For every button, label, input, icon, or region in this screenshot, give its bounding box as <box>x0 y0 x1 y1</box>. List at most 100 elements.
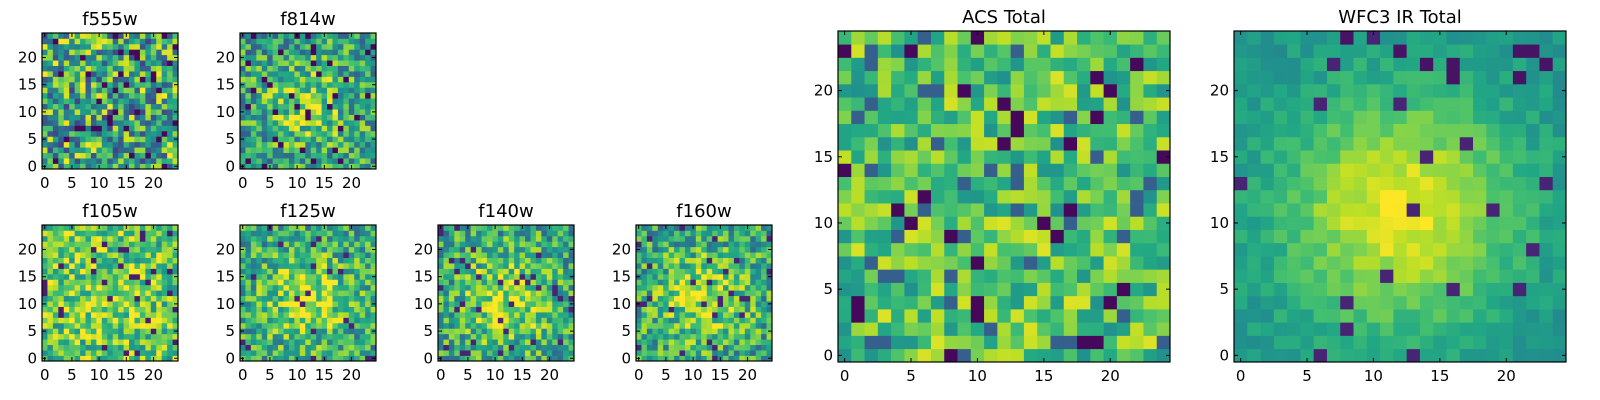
heatmap-cell <box>1116 31 1131 45</box>
heatmap-cell <box>1103 44 1118 58</box>
heatmap-cell <box>663 290 669 297</box>
heatmap-cell <box>530 235 537 242</box>
heatmap-cell <box>321 246 328 253</box>
heatmap-cell <box>96 333 103 340</box>
heatmap-cell <box>52 301 59 307</box>
heatmap-cell <box>525 268 531 275</box>
heatmap-cell <box>904 163 919 177</box>
heatmap-cell <box>663 322 669 329</box>
heatmap-cell <box>970 189 985 204</box>
heatmap-cell <box>492 317 499 324</box>
heatmap-cell <box>663 246 669 253</box>
heatmap-cell <box>63 136 70 143</box>
heatmap-cell <box>1130 282 1144 297</box>
heatmap-cell <box>739 322 746 329</box>
heatmap-cell <box>508 290 515 297</box>
heatmap-cell <box>129 290 135 297</box>
heatmap-cell <box>288 158 295 164</box>
heatmap-cell <box>310 295 317 302</box>
heatmap-cell <box>646 225 653 231</box>
heatmap-cell <box>96 152 103 159</box>
heatmap-cell <box>294 235 301 242</box>
heatmap-cell <box>63 301 70 307</box>
heatmap-cell <box>58 230 65 237</box>
heatmap-cell <box>294 252 301 258</box>
heatmap-cell <box>641 246 648 253</box>
heatmap-cell <box>343 163 350 170</box>
heatmap-cell <box>294 98 301 105</box>
heatmap-cell <box>1300 322 1315 336</box>
heatmap-cell <box>1023 44 1038 58</box>
heatmap-cell <box>343 306 350 313</box>
heatmap-cell <box>58 339 65 346</box>
heatmap-cell <box>85 38 92 45</box>
heatmap-cell <box>101 38 108 45</box>
heatmap-cell <box>245 306 252 313</box>
heatmap-cell <box>52 120 59 126</box>
heatmap-cell <box>525 263 531 269</box>
heatmap-cell <box>465 333 471 340</box>
heatmap-cell <box>1010 229 1025 244</box>
heatmap-cell <box>354 87 361 94</box>
heatmap-cell <box>1103 136 1118 151</box>
heatmap-cell <box>668 268 675 275</box>
heatmap-cell <box>107 355 114 362</box>
heatmap-cell <box>294 246 301 253</box>
heatmap-cell <box>172 76 179 83</box>
heatmap-cell <box>1446 216 1461 230</box>
heatmap-cell <box>343 241 350 248</box>
heatmap-cell <box>984 203 998 217</box>
heatmap-cell <box>58 54 65 61</box>
heatmap-cell <box>1486 216 1500 230</box>
heatmap-cell <box>85 295 92 302</box>
heatmap-cell <box>245 339 252 346</box>
heatmap-cell <box>712 225 718 231</box>
heatmap-cell <box>1077 348 1091 363</box>
heatmap-cell <box>448 322 455 329</box>
heatmap-cell <box>245 120 252 126</box>
heatmap-cell <box>1326 150 1341 164</box>
heatmap-cell <box>728 290 735 297</box>
heatmap-cell <box>1103 282 1118 297</box>
heatmap-cell <box>256 60 263 66</box>
heatmap-cell <box>245 65 252 72</box>
heatmap-cell <box>657 322 664 329</box>
heatmap-cell <box>90 350 97 356</box>
heatmap-cell <box>256 76 263 83</box>
heatmap-cell <box>1433 295 1447 310</box>
heatmap-cell <box>1077 269 1091 283</box>
heatmap-cell <box>288 306 295 313</box>
heatmap-cell <box>316 252 322 258</box>
heatmap-cell <box>1090 256 1104 270</box>
heatmap-cell <box>838 269 852 283</box>
heatmap-cell <box>145 103 152 110</box>
heatmap-cell <box>278 54 284 61</box>
heatmap-cell <box>299 306 306 313</box>
heatmap-cell <box>172 284 179 291</box>
heatmap-cell <box>74 355 81 362</box>
heatmap-cell <box>514 225 520 231</box>
heatmap-cell <box>481 301 488 307</box>
heatmap-cell <box>1406 335 1421 350</box>
heatmap-cell <box>519 273 526 280</box>
heatmap-cell <box>365 152 371 159</box>
heatmap-cell <box>563 252 569 258</box>
heatmap-cell <box>1406 163 1421 177</box>
heatmap-cell <box>69 333 75 340</box>
heatmap-cell <box>690 268 697 275</box>
heatmap-cell <box>470 246 477 253</box>
heatmap-cell <box>663 306 669 313</box>
heatmap-cell <box>310 257 317 264</box>
heatmap-cell <box>47 103 54 110</box>
heatmap-cell <box>546 235 553 242</box>
heatmap-cell <box>278 43 284 50</box>
heatmap-cell <box>957 295 972 310</box>
heatmap-cell <box>1326 309 1341 323</box>
heatmap-cell <box>278 60 284 66</box>
heatmap-cell <box>1010 242 1025 257</box>
heatmap-cell <box>85 136 92 143</box>
heatmap-cell <box>112 230 119 237</box>
heatmap-cell <box>481 257 488 264</box>
heatmap-cell <box>695 312 702 318</box>
